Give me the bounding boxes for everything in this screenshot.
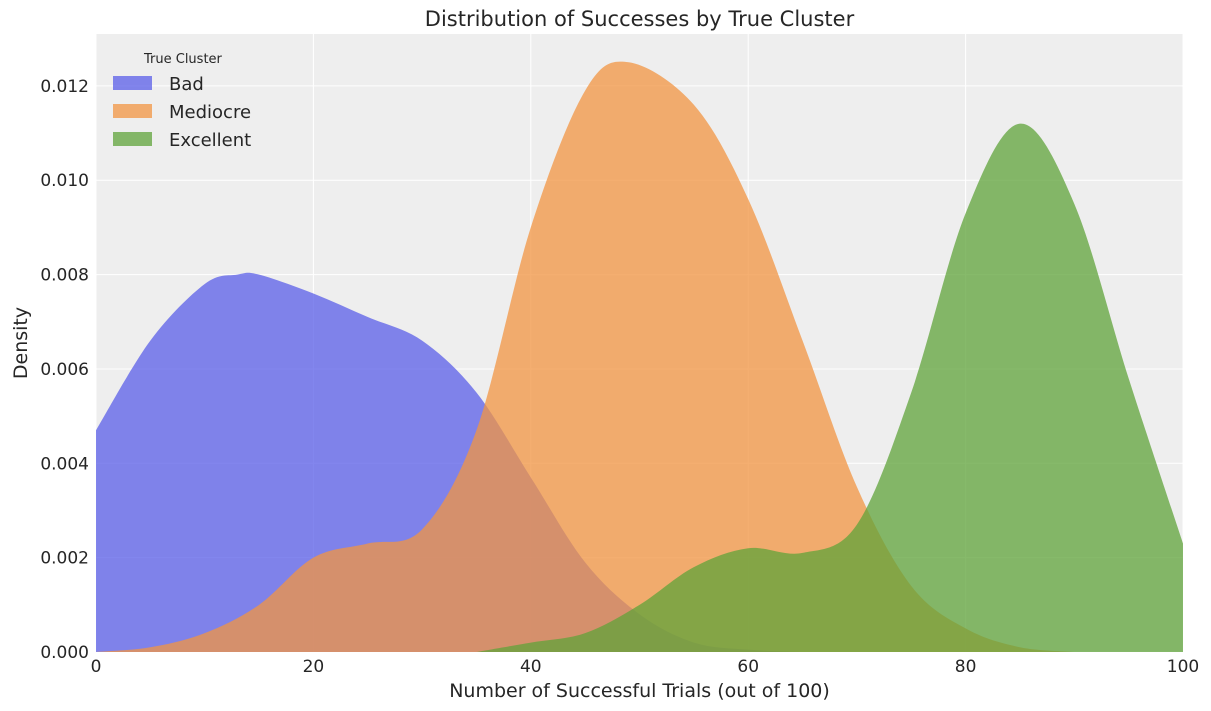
y-tick-label: 0.002 — [40, 549, 89, 569]
density-areas — [96, 61, 1183, 653]
legend-swatch-mediocre — [113, 104, 152, 118]
area-mediocre — [96, 61, 1075, 652]
y-tick-label: 0.006 — [40, 360, 89, 380]
y-tick-label: 0.004 — [40, 454, 89, 474]
legend: True Cluster Bad Mediocre Excellent — [113, 52, 251, 151]
x-tick-label: 60 — [737, 657, 759, 677]
legend-swatch-excellent — [113, 132, 152, 146]
x-axis-label: Number of Successful Trials (out of 100) — [449, 680, 830, 702]
y-tick-label: 0.000 — [40, 643, 89, 663]
y-axis-label: Density — [10, 307, 32, 379]
y-tick-label: 0.010 — [40, 171, 89, 191]
chart-title: Distribution of Successes by True Cluste… — [425, 7, 855, 31]
x-tick-label: 20 — [303, 657, 325, 677]
y-tick-label: 0.012 — [40, 77, 89, 97]
x-tick-label: 40 — [520, 657, 542, 677]
x-tick-label: 100 — [1167, 657, 1199, 677]
x-tick-label: 0 — [91, 657, 102, 677]
y-tick-labels: 0.000 0.002 0.004 0.006 0.008 0.010 0.012 — [40, 77, 89, 663]
legend-label-bad: Bad — [169, 74, 204, 95]
x-tick-label: 80 — [955, 657, 977, 677]
area-excellent — [476, 123, 1183, 653]
area-bad — [96, 272, 803, 652]
y-tick-label: 0.008 — [40, 266, 89, 286]
x-tick-labels: 0 20 40 60 80 100 — [91, 657, 1200, 677]
legend-label-mediocre: Mediocre — [169, 102, 251, 123]
legend-title: True Cluster — [143, 52, 223, 67]
legend-swatch-bad — [113, 76, 152, 90]
legend-label-excellent: Excellent — [169, 130, 251, 151]
